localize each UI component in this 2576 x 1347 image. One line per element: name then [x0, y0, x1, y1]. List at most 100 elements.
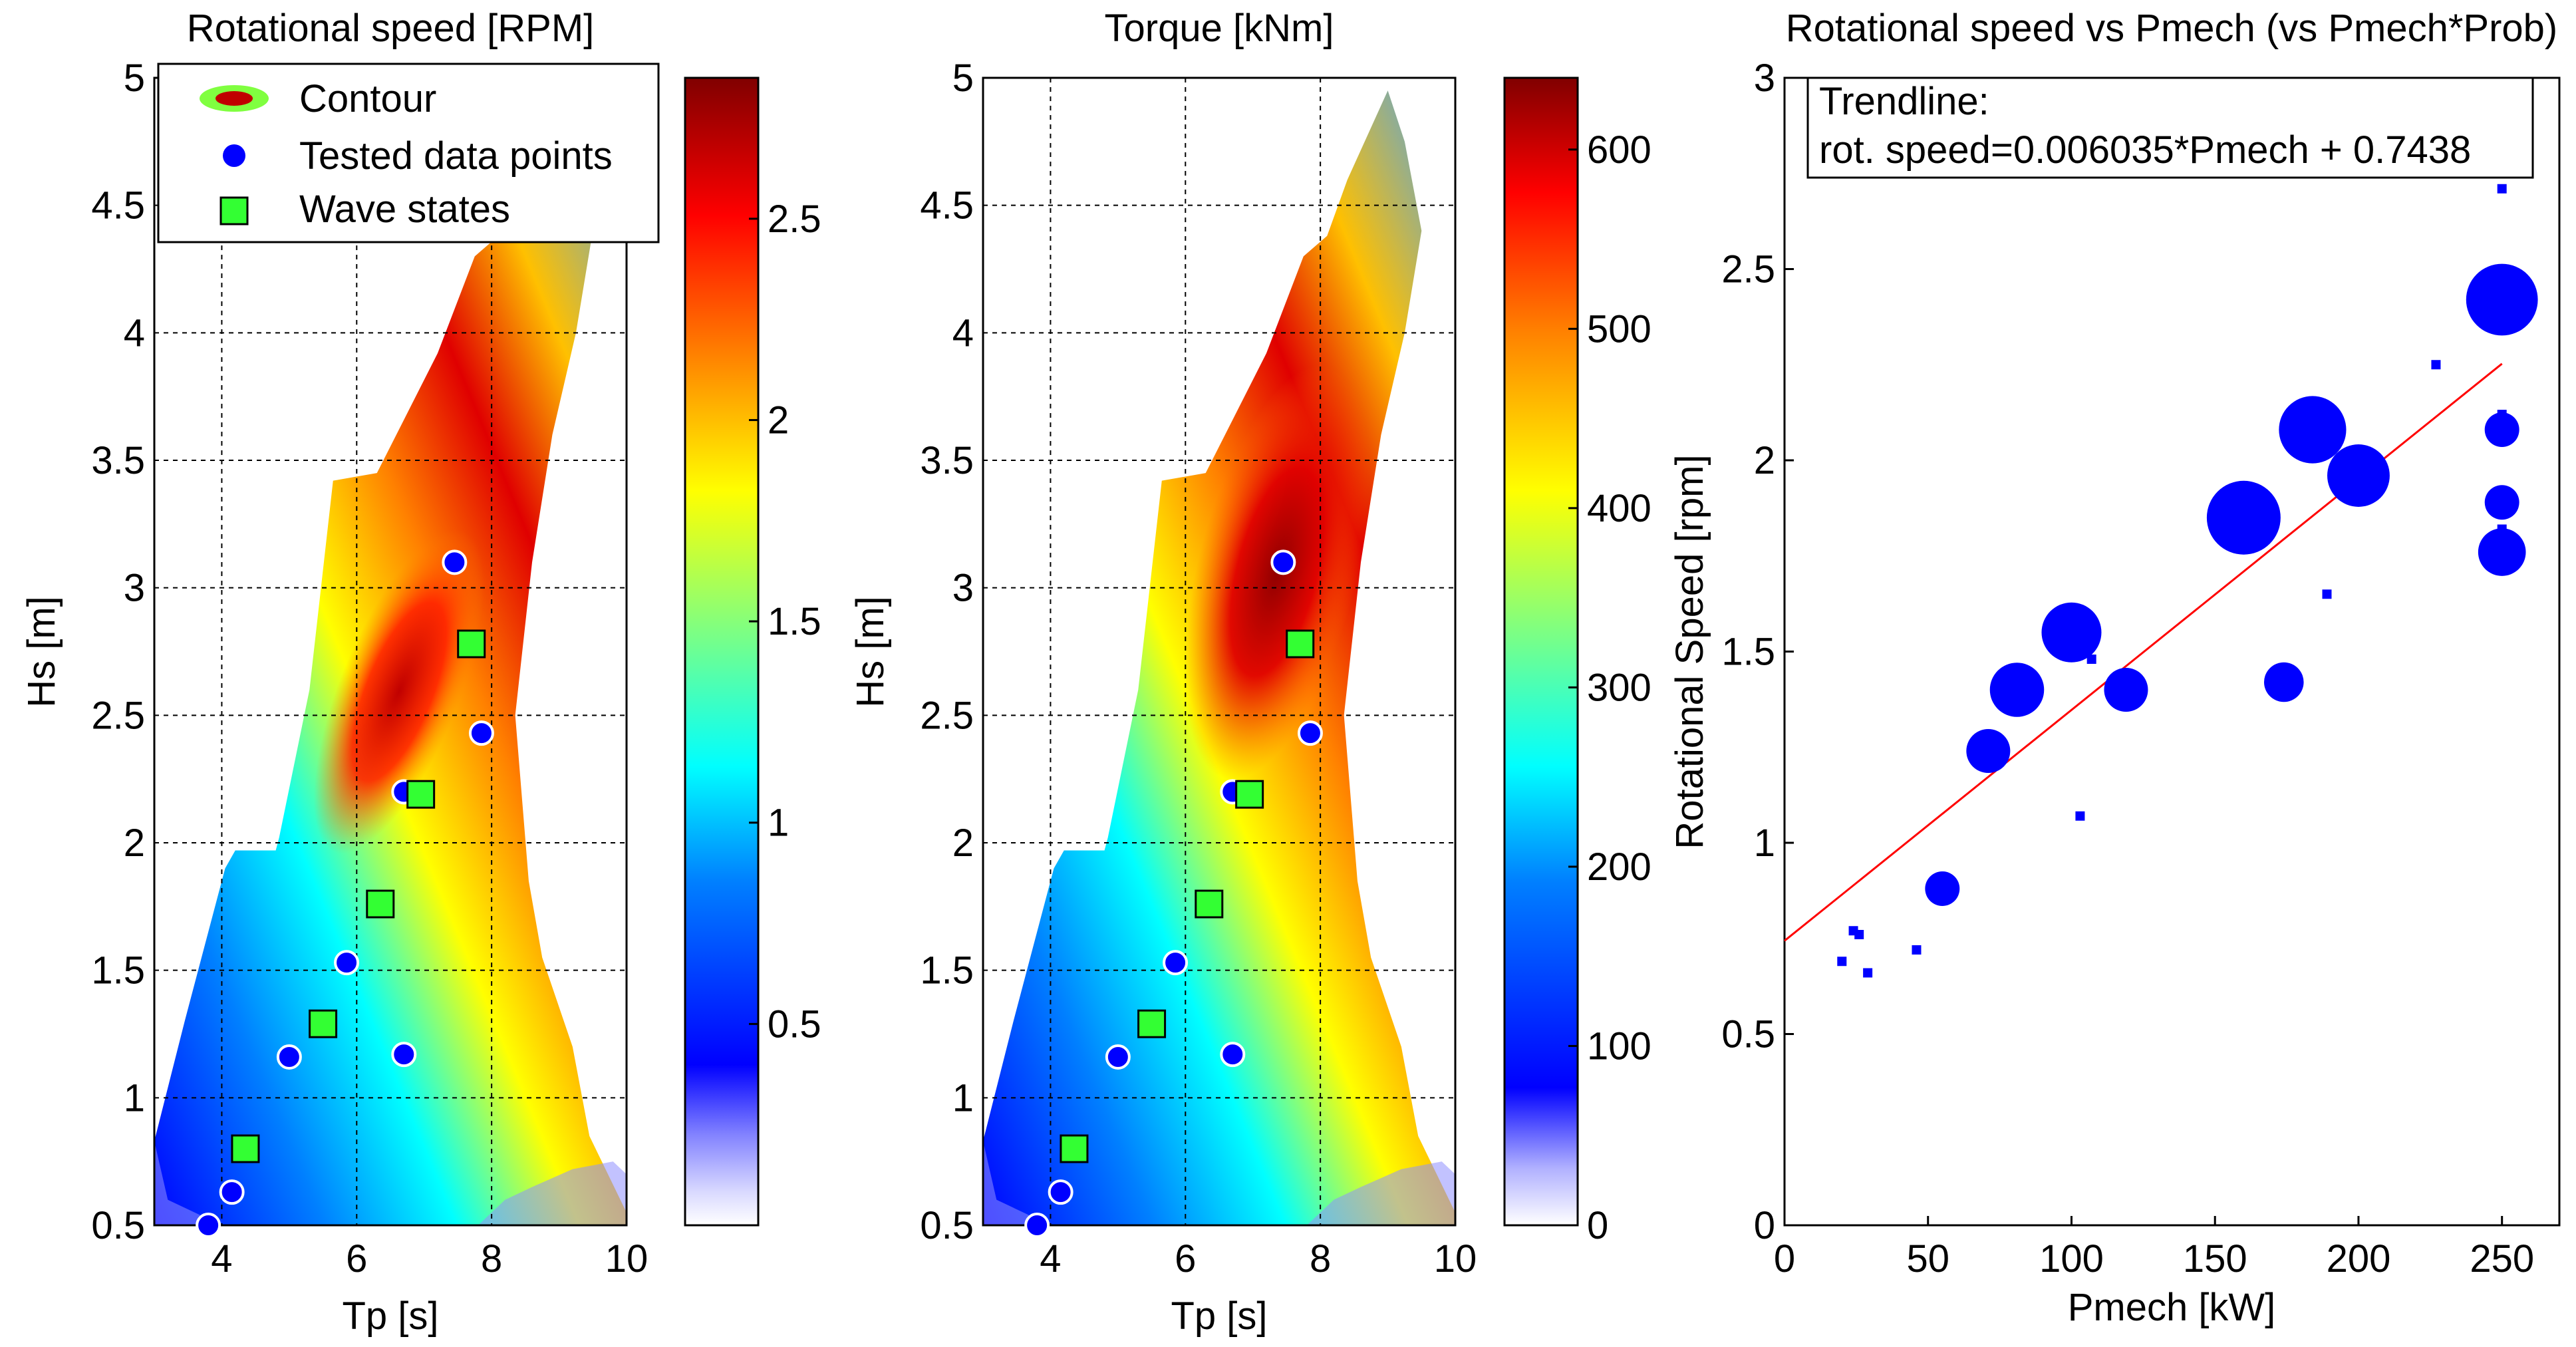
y-tick-label: 4: [952, 311, 974, 355]
wave-state: [1195, 889, 1224, 919]
scatter-point: [2104, 668, 2148, 712]
x-tick-label: 4: [1040, 1237, 1061, 1280]
y-tick-label: 2: [1754, 439, 1775, 482]
wave-state: [406, 780, 436, 809]
y-tick-label: 0.5: [1721, 1013, 1775, 1056]
scatter-point: [1966, 729, 2011, 773]
tested-point: [196, 1213, 221, 1238]
tested-point: [219, 1179, 245, 1205]
scatter-point: [2478, 528, 2526, 576]
contour-low-region: [154, 1141, 627, 1225]
x-tick-label: 8: [481, 1237, 502, 1280]
colorbar-tick-label: 200: [1587, 845, 1651, 889]
x-tick-label: 250: [2470, 1237, 2534, 1280]
tested-point: [1270, 549, 1296, 575]
torque-grid: [983, 78, 1455, 1225]
tested-point: [391, 1042, 417, 1068]
tested-point: [1105, 1044, 1131, 1070]
rpm-tick-labels: 4 6 8 10 0.5 1 1.5 2 2.5 3 3.5 4 4.5 5: [91, 57, 648, 1280]
wave-state: [457, 629, 486, 659]
y-tick-label: 2: [124, 822, 145, 865]
rpm-colorbar-ticks: 0.5 1 1.5 2 2.5: [749, 198, 821, 1046]
y-tick-label: 1: [124, 1076, 145, 1120]
y-tick-label: 1: [1754, 822, 1775, 865]
scatter-ylabel: Rotational Speed [rpm]: [1668, 454, 1711, 849]
scatter-point: [2206, 480, 2281, 555]
rpm-contour-field: [154, 90, 627, 1225]
annotation-box: [1806, 76, 2534, 179]
colorbar-tick-label: 300: [1587, 666, 1651, 709]
colorbar-tick-label: 2: [768, 398, 789, 442]
y-tick-label: 3: [1754, 57, 1775, 100]
x-tick-label: 0: [1774, 1237, 1795, 1280]
x-tick-label: 50: [1906, 1237, 1949, 1280]
colorbar-tick-label: 600: [1587, 128, 1651, 172]
torque-xlabel: Tp [s]: [1171, 1294, 1267, 1338]
legend-wave-label: Wave states: [299, 188, 510, 231]
torque-markers: [1024, 549, 1323, 1238]
y-tick-label: 0.5: [920, 1204, 974, 1247]
rpm-colorbar: 0.5 1 1.5 2 2.5: [684, 76, 821, 1227]
tested-point: [1024, 1213, 1050, 1238]
rpm-legend: Contour Tested data points Wave states: [157, 63, 660, 243]
tested-point: [334, 950, 360, 976]
scatter-point: [1925, 871, 1960, 906]
colorbar-tick-label: 1: [768, 802, 789, 845]
colorbar-tick-label: 500: [1587, 307, 1651, 351]
y-tick-label: 1.5: [920, 949, 974, 992]
y-tick-label: 0.5: [91, 1204, 145, 1247]
x-tick-label: 200: [2327, 1237, 2391, 1280]
torque-colorbar: 0 100 200 300 400 500 600: [1503, 76, 1651, 1247]
x-tick-label: 150: [2183, 1237, 2247, 1280]
scatter-panel: 0 50 100 150 200 250 0 0.5 1 1.5 2 2.5 3 Trendline: …: [1668, 7, 2561, 1329]
y-tick-label: 4.5: [91, 184, 145, 227]
scatter-xlabel: Pmech [kW]: [2068, 1286, 2276, 1329]
rpm-xlabel: Tp [s]: [342, 1294, 438, 1338]
y-tick-label: 4: [124, 311, 145, 355]
tested-point: [468, 720, 494, 746]
scatter-point: [2322, 589, 2332, 599]
colorbar-tick-label: 400: [1587, 487, 1651, 530]
colorbar-tick-label: 100: [1587, 1024, 1651, 1068]
wave-state: [366, 889, 395, 919]
rpm-markers: [196, 549, 494, 1238]
scatter-point: [2431, 360, 2441, 370]
scatter-point: [1989, 663, 2045, 717]
torque-axes-box: [982, 76, 1457, 1227]
scatter-point: [1854, 930, 1864, 939]
tested-point: [1220, 1042, 1246, 1068]
tested-point: [442, 549, 468, 575]
y-tick-label: 3.5: [91, 439, 145, 482]
legend-wave-marker: [219, 196, 249, 225]
torque-title: Torque [kNm]: [1105, 7, 1334, 50]
colorbar-tick-label: 0.5: [768, 1002, 821, 1046]
y-tick-label: 3: [124, 567, 145, 610]
scatter-point: [2484, 485, 2519, 520]
legend-contour-label: Contour: [299, 77, 436, 120]
y-tick-label: 2.5: [91, 694, 145, 737]
scatter-point: [2041, 602, 2102, 663]
legend-points-label: Tested data points: [299, 134, 613, 178]
scatter-point: [1863, 968, 1873, 978]
scatter-point: [2263, 662, 2304, 702]
wave-state: [1235, 780, 1264, 809]
y-tick-label: 5: [124, 57, 145, 100]
x-tick-label: 8: [1310, 1237, 1331, 1280]
scatter-point: [2086, 655, 2096, 664]
tested-point: [1163, 950, 1189, 976]
legend-point-marker: [223, 144, 245, 167]
torque-colorbar-ticks: 0 100 200 300 400 500 600: [1568, 128, 1651, 1247]
y-tick-label: 4.5: [920, 184, 974, 227]
torque-contour-field: [983, 90, 1455, 1225]
scatter-point: [1912, 945, 1922, 955]
x-tick-label: 4: [211, 1237, 232, 1280]
y-tick-label: 2.5: [1721, 248, 1775, 291]
annotation-line-1: Trendline:: [1819, 80, 1989, 123]
colorbar-tick-label: 1.5: [768, 600, 821, 643]
annotation-line-2: rot. speed=0.006035*Pmech + 0.7438: [1819, 128, 2471, 172]
x-tick-label: 100: [2039, 1237, 2104, 1280]
scatter-points: [1837, 184, 2538, 978]
scatter-point: [2484, 412, 2519, 447]
trendline-annotation: Trendline: rot. speed=0.006035*Pmech + 0…: [1806, 76, 2534, 179]
